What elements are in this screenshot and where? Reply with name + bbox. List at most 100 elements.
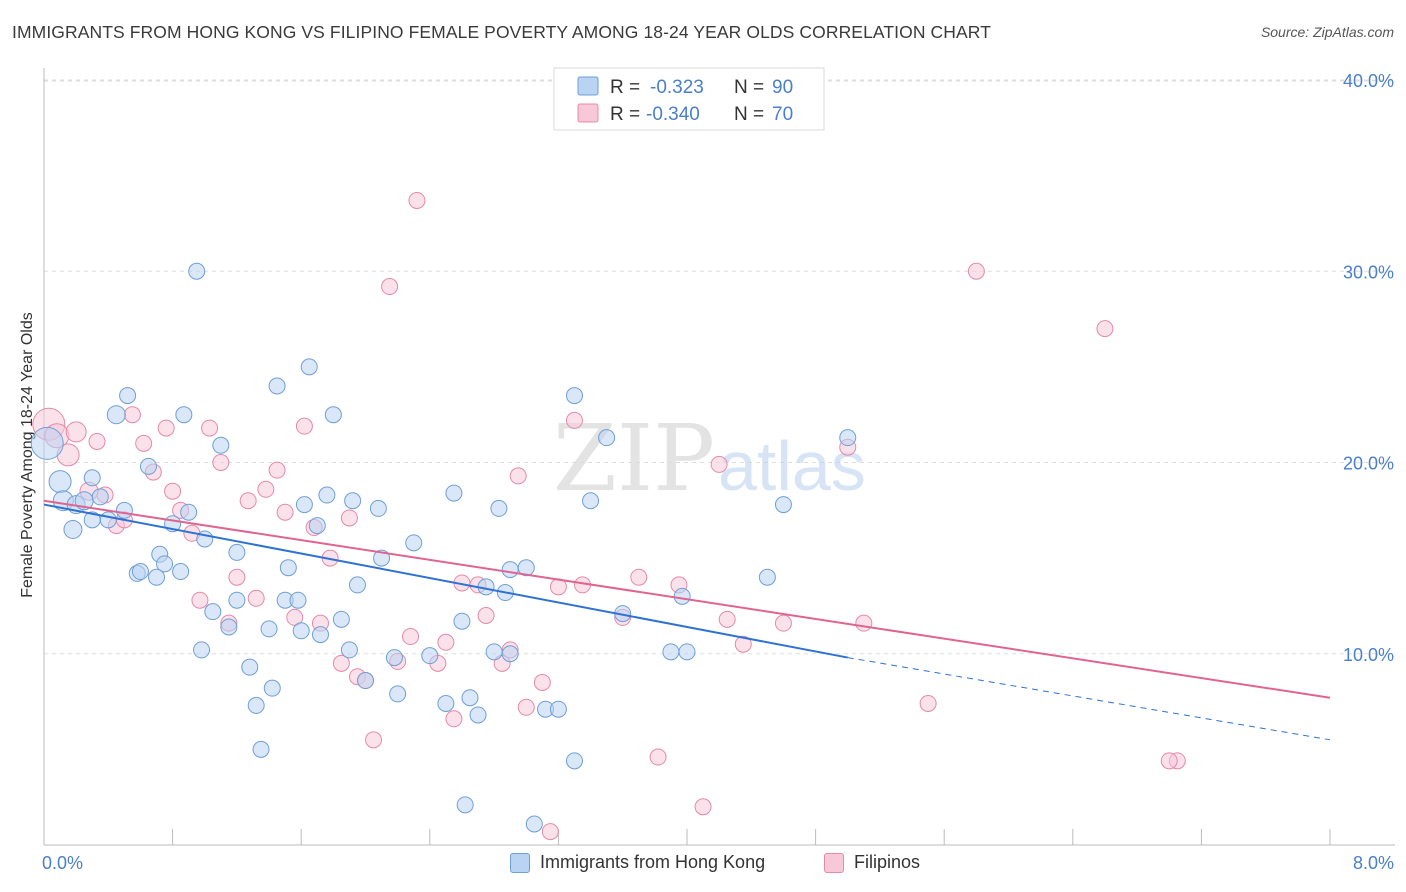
hong-kong-point <box>63 519 83 539</box>
x-tick-label: 0.0% <box>42 853 83 873</box>
filipinos-point <box>212 454 230 471</box>
filipinos-point <box>402 628 420 646</box>
legend-r-value: -0.340 <box>646 104 700 125</box>
hong-kong-point <box>405 534 423 552</box>
filipinos-point <box>477 607 495 624</box>
hong-kong-point <box>490 499 508 517</box>
hong-kong-trend-line <box>43 503 848 659</box>
filipinos-point <box>239 492 257 510</box>
hong-kong-trend-extension <box>847 657 1331 741</box>
filipinos-point <box>164 482 182 500</box>
chart-title: IMMIGRANTS FROM HONG KONG VS FILIPINO FE… <box>12 22 992 42</box>
filipinos-points <box>32 191 1186 841</box>
hong-kong-point <box>148 568 166 586</box>
legend-r-label: R = <box>610 104 640 125</box>
hong-kong-point <box>598 429 616 447</box>
filipinos-point <box>445 710 463 728</box>
hong-kong-point <box>83 469 101 487</box>
hong-kong-point <box>369 499 387 517</box>
y-tick-label: 40.0% <box>1343 71 1394 91</box>
hong-kong-point <box>204 603 222 621</box>
hong-kong-point <box>344 492 362 510</box>
hong-kong-point <box>318 486 336 504</box>
hong-kong-point <box>292 622 310 640</box>
filipinos-point <box>649 748 667 766</box>
hong-kong-point <box>289 591 307 609</box>
correlation-legend: R = -0.323 N = 90 R = -0.340 N = 70 <box>553 67 825 131</box>
hong-kong-point <box>228 543 246 561</box>
hong-kong-point <box>373 549 391 567</box>
hong-kong-point <box>332 610 350 628</box>
hong-kong-point <box>673 587 691 605</box>
hong-kong-point <box>421 647 439 665</box>
hong-kong-point <box>565 387 583 405</box>
hong-kong-point <box>774 496 792 514</box>
hong-kong-point <box>501 645 519 663</box>
hong-kong-point <box>549 700 567 718</box>
filipinos-point <box>408 191 426 209</box>
hong-kong-point <box>389 685 407 703</box>
hong-kong-point <box>525 815 543 833</box>
filipinos-point <box>332 654 350 672</box>
filipinos-point <box>718 610 736 628</box>
hong-kong-point <box>437 694 455 712</box>
filipinos-point <box>381 278 399 296</box>
hong-kong-point <box>99 511 117 529</box>
filipinos-point <box>257 480 275 498</box>
hong-kong-point <box>348 576 366 594</box>
source-credit: Source: ZipAtlas.com <box>1260 24 1394 40</box>
filipinos-point <box>437 633 455 651</box>
hong-kong-point <box>300 358 318 376</box>
hong-kong-point <box>565 752 583 770</box>
series-legend: Immigrants from Hong Kong Filipinos <box>0 850 1406 880</box>
hong-kong-point <box>119 387 137 405</box>
legend-swatch-hong-kong <box>577 76 599 96</box>
hong-kong-point <box>212 436 230 454</box>
hong-kong-point <box>385 649 403 667</box>
hong-kong-point <box>228 591 246 609</box>
filipinos-point <box>247 589 265 607</box>
filipinos-point <box>201 419 219 437</box>
legend-item-filipinos: Filipinos <box>824 852 920 873</box>
hong-kong-point <box>241 658 259 676</box>
filipinos-point <box>228 568 246 586</box>
hong-kong-points <box>30 262 857 833</box>
hong-kong-point <box>758 568 776 586</box>
legend-label: Immigrants from Hong Kong <box>540 852 766 872</box>
hong-kong-point <box>115 501 133 519</box>
filipinos-point <box>88 432 106 450</box>
legend-swatch-hong-kong <box>510 852 530 873</box>
filipinos-point <box>509 467 527 485</box>
filipinos-point <box>517 698 535 716</box>
hong-kong-point <box>357 672 374 690</box>
filipinos-point <box>630 568 648 586</box>
filipinos-point <box>268 461 286 479</box>
hong-kong-point <box>311 626 329 644</box>
filipinos-point <box>135 434 153 452</box>
hong-kong-point <box>172 563 190 581</box>
y-tick-label: 10.0% <box>1343 645 1394 665</box>
hong-kong-point <box>517 559 535 577</box>
legend-n-label: N = <box>734 104 764 125</box>
filipinos-point <box>295 417 313 435</box>
hong-kong-point <box>260 620 278 638</box>
y-tick-label: 30.0% <box>1343 262 1394 282</box>
hong-kong-point <box>839 429 857 447</box>
hong-kong-point <box>91 488 109 506</box>
hong-kong-point <box>106 405 126 425</box>
hong-kong-point <box>175 406 193 424</box>
hong-kong-point <box>453 612 471 630</box>
hong-kong-point <box>308 517 326 535</box>
legend-n-value: 70 <box>772 104 793 125</box>
filipinos-point <box>533 673 551 691</box>
x-tick-label: 8.0% <box>1353 853 1394 873</box>
hong-kong-point <box>131 563 149 581</box>
hong-kong-point <box>220 618 238 636</box>
hong-kong-point <box>268 377 286 395</box>
legend-r-value: -0.323 <box>650 77 704 98</box>
legend-r-label: R = <box>610 77 640 98</box>
legend-swatch-filipinos <box>824 852 844 873</box>
tick-labels: 10.0% 20.0% 30.0% 40.0% 0.0% 8.0% <box>42 71 1394 873</box>
legend-item-hong-kong: Immigrants from Hong Kong <box>510 852 765 873</box>
filipinos-point <box>710 455 728 473</box>
